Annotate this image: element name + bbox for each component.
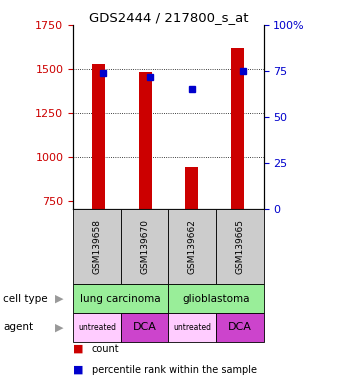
Text: untreated: untreated <box>173 323 211 332</box>
Bar <box>185 167 198 209</box>
Text: lung carcinoma: lung carcinoma <box>80 293 161 304</box>
Text: DCA: DCA <box>228 322 252 333</box>
Text: percentile rank within the sample: percentile rank within the sample <box>92 365 257 375</box>
Title: GDS2444 / 217800_s_at: GDS2444 / 217800_s_at <box>88 11 248 24</box>
Text: cell type: cell type <box>3 293 48 304</box>
Text: GSM139670: GSM139670 <box>140 219 149 274</box>
Text: ▶: ▶ <box>55 322 64 333</box>
Bar <box>232 48 244 209</box>
Text: count: count <box>92 344 119 354</box>
Text: DCA: DCA <box>133 322 156 333</box>
Text: untreated: untreated <box>78 323 116 332</box>
Text: glioblastoma: glioblastoma <box>182 293 250 304</box>
Bar <box>139 72 152 209</box>
Text: GSM139662: GSM139662 <box>188 219 197 274</box>
Text: ■: ■ <box>73 344 84 354</box>
Text: ▶: ▶ <box>55 293 64 304</box>
Bar <box>92 64 105 209</box>
Text: GSM139665: GSM139665 <box>235 219 244 274</box>
Text: agent: agent <box>3 322 34 333</box>
Text: GSM139658: GSM139658 <box>92 219 101 274</box>
Text: ■: ■ <box>73 365 84 375</box>
